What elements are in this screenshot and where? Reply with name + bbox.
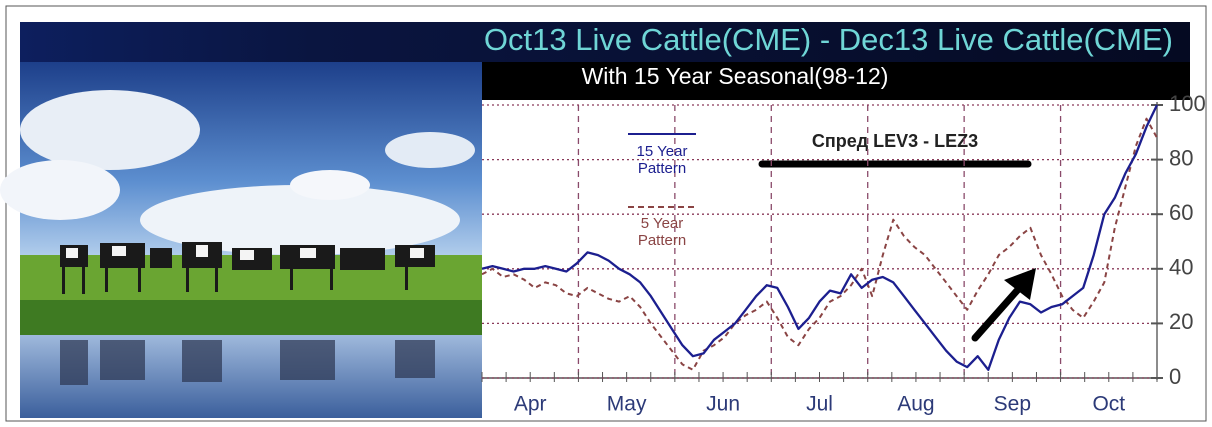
x-tick-label: Oct: [1092, 393, 1125, 416]
chart-title: Oct13 Live Cattle(CME) - Dec13 Live Catt…: [484, 22, 1173, 57]
y-tick-label: 20: [1169, 309, 1193, 334]
y-tick-label: 80: [1169, 145, 1193, 170]
x-tick-label: Apr: [514, 393, 547, 416]
y-tick-label: 60: [1169, 200, 1193, 225]
annotation: Спред LEV3 - LEZ3: [812, 131, 978, 151]
x-tick-label: Sep: [994, 393, 1031, 416]
x-tick-label: May: [607, 393, 647, 416]
y-tick-label: 0: [1169, 364, 1181, 389]
photo: [0, 62, 482, 418]
page: Oct13 Live Cattle(CME) - Dec13 Live Catt…: [0, 0, 1212, 427]
chart-subtitle: With 15 Year Seasonal(98-12): [582, 63, 889, 89]
legend-label: 15 Year Pattern: [620, 143, 704, 177]
y-tick-label: 100: [1169, 91, 1206, 116]
x-tick-label: Aug: [897, 393, 934, 416]
x-tick-label: Jun: [706, 393, 740, 416]
y-tick-label: 40: [1169, 255, 1193, 280]
chart: Oct13 Live Cattle(CME) - Dec13 Live Catt…: [0, 0, 1212, 427]
legend-label: 5 Year Pattern: [620, 215, 704, 249]
x-tick-label: Jul: [806, 393, 833, 416]
